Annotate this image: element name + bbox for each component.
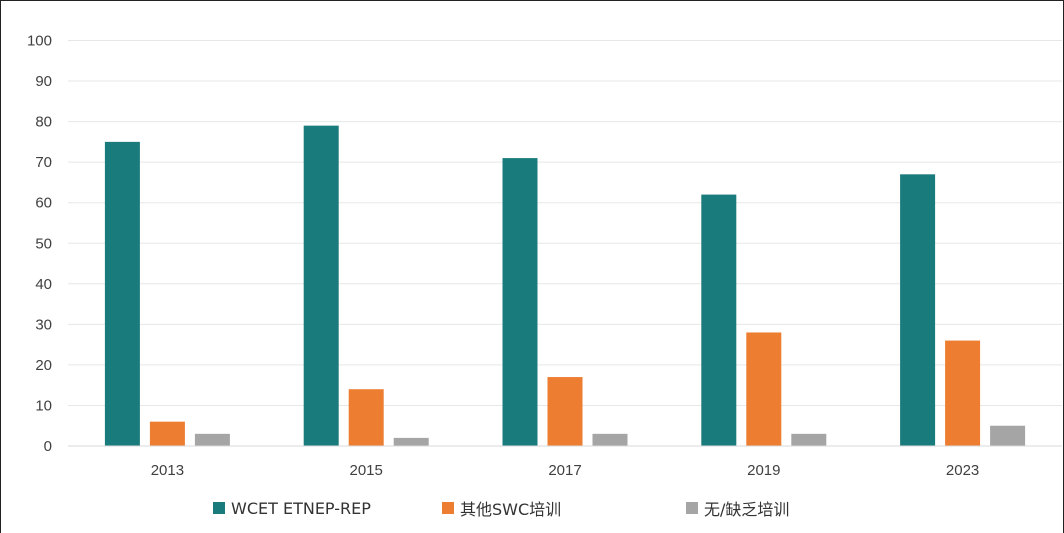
bar-2023-series-1: [945, 340, 981, 446]
bar-2017-series-2: [592, 433, 628, 446]
bar-2013-series-1: [149, 421, 185, 446]
legend-label-none: 无/缺乏培训: [704, 500, 790, 519]
legend-swatch-other-swc: [442, 502, 454, 514]
legend-swatch-none: [686, 502, 698, 514]
bar-2019-series-2: [791, 433, 827, 446]
bar-2023-series-0: [900, 174, 936, 446]
y-tick-label: 30: [35, 316, 52, 333]
y-tick-label: 100: [27, 33, 52, 50]
x-tick-label: 2017: [548, 462, 581, 479]
y-tick-label: 40: [35, 276, 52, 293]
legend-item-wcet: WCET ETNEP-REP: [213, 495, 371, 521]
x-tick-label: 2015: [350, 462, 383, 479]
y-tick-label: 70: [35, 154, 52, 171]
y-tick-label: 20: [35, 357, 52, 374]
bar-2013-series-0: [104, 141, 140, 446]
bar-2019-series-0: [701, 194, 737, 446]
y-tick-label: 0: [44, 438, 52, 455]
y-tick-label: 60: [35, 195, 52, 212]
y-tick-label: 50: [35, 235, 52, 252]
legend-item-none: 无/缺乏培训: [686, 495, 789, 521]
x-axis-ticks: 2013 2015 2017 2019 2023: [151, 462, 980, 479]
bar-2019-series-1: [746, 332, 782, 446]
legend: WCET ETNEP-REP 其他SWC培训 无/缺乏培训: [0, 495, 1064, 521]
legend-swatch-wcet: [213, 502, 225, 514]
bar-2017-series-0: [502, 158, 538, 446]
y-tick-label: 10: [35, 397, 52, 414]
legend-label-wcet: WCET ETNEP-REP: [231, 498, 371, 518]
legend-item-other-swc: 其他SWC培训: [442, 495, 561, 521]
y-axis-ticks: 0 10 20 30 40 50 60 70 80 90 100: [27, 33, 52, 456]
bar-2015-series-2: [393, 437, 429, 446]
bar-2015-series-0: [303, 125, 339, 446]
bar-2017-series-1: [547, 377, 583, 446]
legend-label-other-swc: 其他SWC培训: [460, 500, 562, 519]
bar-2023-series-2: [990, 425, 1026, 446]
y-tick-label: 90: [35, 73, 52, 90]
x-tick-label: 2013: [151, 462, 184, 479]
bar-2015-series-1: [348, 389, 384, 446]
bars: [104, 125, 1026, 446]
x-tick-label: 2023: [946, 462, 979, 479]
bar-2013-series-2: [194, 433, 230, 446]
y-tick-label: 80: [35, 114, 52, 131]
x-tick-label: 2019: [747, 462, 780, 479]
